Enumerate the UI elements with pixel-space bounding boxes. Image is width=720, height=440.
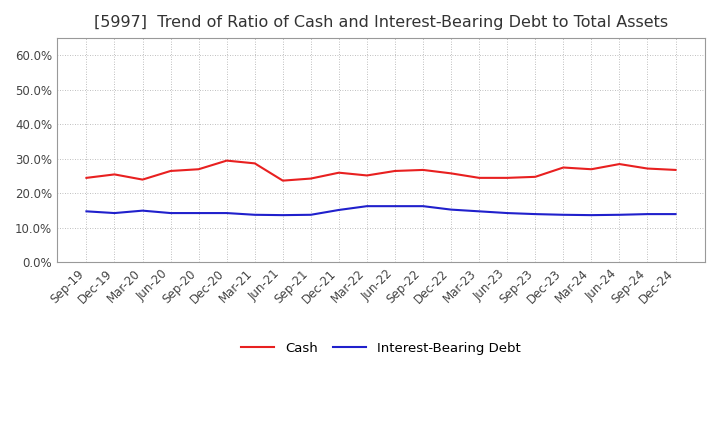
Interest-Bearing Debt	[587, 213, 595, 218]
Cash	[475, 175, 484, 180]
Interest-Bearing Debt	[643, 212, 652, 217]
Interest-Bearing Debt	[307, 212, 315, 217]
Interest-Bearing Debt	[166, 210, 175, 216]
Interest-Bearing Debt	[671, 212, 680, 217]
Cash	[559, 165, 567, 170]
Interest-Bearing Debt	[419, 204, 428, 209]
Cash	[82, 175, 91, 180]
Interest-Bearing Debt	[475, 209, 484, 214]
Cash	[587, 167, 595, 172]
Interest-Bearing Debt	[279, 213, 287, 218]
Cash	[615, 161, 624, 167]
Cash	[643, 166, 652, 171]
Interest-Bearing Debt	[82, 209, 91, 214]
Interest-Bearing Debt	[194, 210, 203, 216]
Cash	[222, 158, 231, 163]
Legend: Cash, Interest-Bearing Debt: Cash, Interest-Bearing Debt	[236, 336, 526, 360]
Cash	[335, 170, 343, 175]
Cash	[138, 177, 147, 182]
Cash	[531, 174, 539, 180]
Interest-Bearing Debt	[222, 210, 231, 216]
Cash	[307, 176, 315, 181]
Cash	[166, 169, 175, 174]
Interest-Bearing Debt	[363, 204, 372, 209]
Interest-Bearing Debt	[615, 212, 624, 217]
Interest-Bearing Debt	[251, 212, 259, 217]
Cash	[419, 167, 428, 172]
Cash	[391, 169, 400, 174]
Cash	[194, 167, 203, 172]
Cash	[363, 173, 372, 178]
Line: Interest-Bearing Debt: Interest-Bearing Debt	[86, 206, 675, 215]
Cash	[251, 161, 259, 166]
Cash	[279, 178, 287, 183]
Interest-Bearing Debt	[391, 204, 400, 209]
Cash	[447, 171, 456, 176]
Interest-Bearing Debt	[531, 212, 539, 217]
Interest-Bearing Debt	[110, 210, 119, 216]
Interest-Bearing Debt	[138, 208, 147, 213]
Cash	[110, 172, 119, 177]
Interest-Bearing Debt	[559, 212, 567, 217]
Interest-Bearing Debt	[503, 210, 511, 216]
Line: Cash: Cash	[86, 161, 675, 181]
Cash	[503, 175, 511, 180]
Title: [5997]  Trend of Ratio of Cash and Interest-Bearing Debt to Total Assets: [5997] Trend of Ratio of Cash and Intere…	[94, 15, 668, 30]
Interest-Bearing Debt	[447, 207, 456, 212]
Cash	[671, 167, 680, 172]
Interest-Bearing Debt	[335, 207, 343, 213]
